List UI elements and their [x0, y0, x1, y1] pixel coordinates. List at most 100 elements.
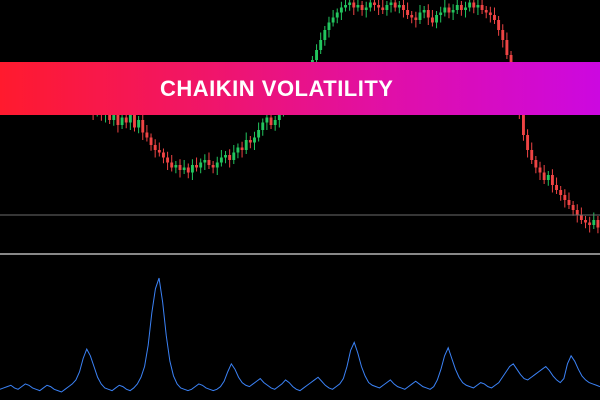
candle-body — [331, 17, 335, 23]
candle-body — [215, 162, 219, 168]
candle-body — [360, 5, 364, 10]
candle-body — [579, 215, 583, 220]
candle-body — [447, 7, 451, 13]
candle-body — [550, 175, 554, 185]
candle-body — [505, 40, 509, 55]
candle-body — [484, 10, 488, 13]
candle-body — [273, 120, 277, 125]
candle-body — [480, 5, 484, 10]
candle-body — [228, 155, 232, 160]
candle-body — [526, 135, 530, 150]
candle-body — [530, 150, 534, 160]
candle-body — [319, 40, 323, 50]
candle-body — [422, 10, 426, 13]
candle-body — [240, 147, 244, 150]
candle-body — [451, 10, 455, 13]
candle-body — [459, 5, 463, 10]
candle-body — [497, 20, 501, 30]
candle-body — [455, 5, 459, 10]
candle-body — [157, 150, 161, 153]
banner-title: CHAIKIN VOLATILITY — [160, 75, 394, 101]
candle-body — [203, 160, 207, 163]
candle-body — [137, 120, 141, 128]
candle-body — [112, 112, 116, 120]
candle-body — [385, 5, 389, 10]
candle-body — [170, 162, 174, 168]
candle-body — [364, 7, 368, 10]
candle-body — [559, 190, 563, 195]
candle-body — [265, 117, 269, 123]
candle-body — [488, 12, 492, 15]
candle-body — [257, 130, 261, 138]
candle-body — [182, 167, 186, 170]
candle-body — [426, 10, 430, 18]
candle-body — [567, 200, 571, 205]
candle-body — [269, 117, 273, 125]
candle-body — [381, 7, 385, 10]
candle-body — [538, 167, 542, 173]
candle-body — [339, 7, 343, 13]
candle-body — [443, 7, 447, 13]
candle-body — [315, 50, 318, 60]
candle-body — [522, 115, 525, 135]
candle-body — [439, 12, 443, 15]
candle-body — [476, 5, 480, 8]
candle-body — [348, 2, 352, 5]
candle-body — [435, 15, 438, 23]
candle-body — [406, 10, 410, 15]
title-banner: CHAIKIN VOLATILITY — [0, 62, 600, 115]
candle-body — [207, 160, 211, 165]
candle-body — [356, 5, 360, 8]
candle-body — [555, 185, 558, 190]
candle-body — [195, 165, 198, 168]
candle-body — [563, 195, 567, 200]
candle-body — [323, 30, 327, 40]
candle-body — [414, 17, 418, 20]
candle-body — [327, 22, 331, 30]
candle-body — [592, 220, 596, 225]
candle-body — [224, 155, 227, 158]
candle-body — [389, 2, 393, 5]
candle-body — [418, 12, 422, 20]
candle-body — [335, 12, 339, 18]
candle-body — [352, 2, 356, 8]
candle-body — [199, 162, 203, 168]
candle-body — [542, 172, 546, 180]
candle-body — [141, 120, 145, 133]
candle-body — [133, 115, 136, 128]
candle-body — [402, 5, 405, 10]
candle-body — [149, 137, 153, 145]
candle-body — [546, 175, 550, 180]
candle-body — [236, 147, 240, 153]
candle-body — [261, 122, 265, 130]
candle-body — [534, 160, 538, 168]
candle-body — [472, 2, 476, 8]
candle-body — [397, 5, 401, 8]
candle-body — [373, 2, 376, 5]
candle-body — [493, 15, 496, 20]
candle-body — [464, 7, 467, 10]
candle-body — [219, 157, 223, 163]
candle-body — [575, 210, 579, 215]
candle-body — [248, 140, 252, 143]
candle-body — [145, 132, 149, 138]
candle-body — [124, 117, 128, 123]
candle-body — [244, 140, 248, 150]
candle-body — [596, 220, 600, 228]
candle-body — [120, 117, 124, 125]
candle-body — [174, 165, 178, 168]
candle-body — [588, 222, 592, 225]
candle-body — [571, 205, 575, 210]
candle-body — [232, 152, 236, 160]
candle-body — [162, 152, 165, 158]
candle-body — [108, 110, 112, 120]
candle-body — [393, 2, 397, 8]
candle-body — [190, 165, 194, 173]
candle-body — [153, 145, 157, 150]
candle-body — [468, 2, 472, 8]
candle-body — [410, 15, 414, 18]
candle-body — [116, 112, 120, 125]
candle-body — [368, 2, 372, 8]
candle-body — [186, 167, 190, 173]
